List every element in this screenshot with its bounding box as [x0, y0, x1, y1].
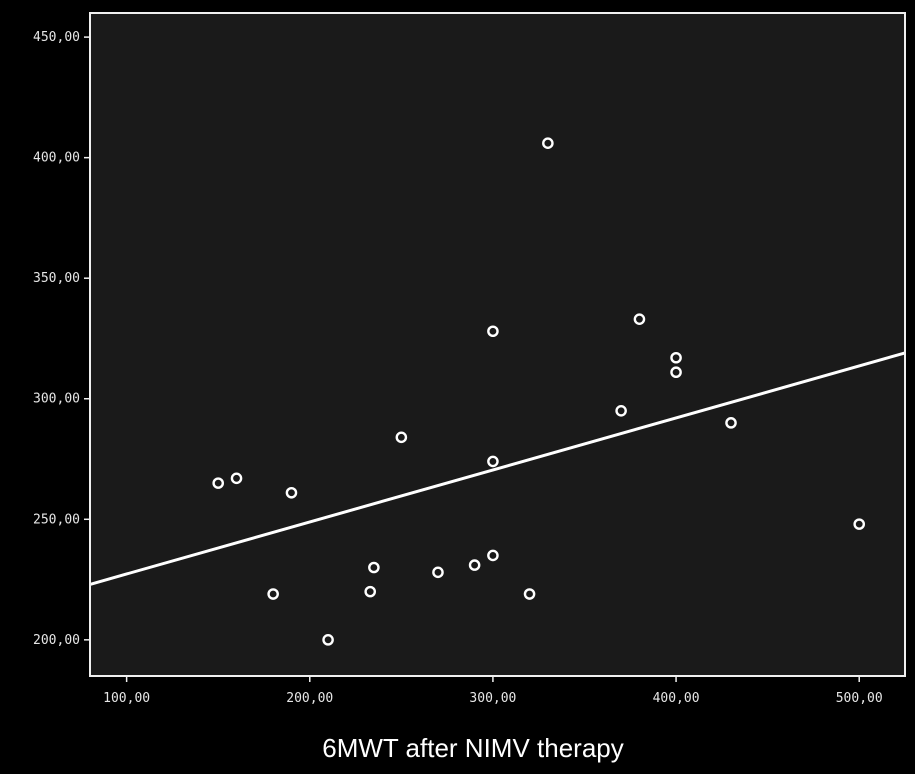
- data-point: [322, 634, 334, 646]
- x-tick-label: 200,00: [286, 691, 333, 706]
- data-point: [487, 549, 499, 562]
- x-tick-label: 500,00: [836, 691, 883, 706]
- data-point: [468, 559, 481, 571]
- y-tick-label: 350,00: [33, 271, 80, 286]
- x-axis-label: 6MWT after NIMV therapy: [322, 733, 624, 763]
- data-point: [285, 486, 298, 499]
- data-point: [364, 585, 377, 598]
- y-tick-label: 450,00: [33, 30, 80, 45]
- data-point: [615, 404, 627, 417]
- x-tick-label: 100,00: [103, 691, 150, 706]
- data-point: [230, 472, 243, 485]
- x-tick-label: 300,00: [469, 691, 516, 706]
- data-point: [670, 351, 682, 364]
- data-point: [633, 313, 646, 325]
- x-tick-label: 400,00: [653, 691, 700, 706]
- data-point: [368, 561, 380, 574]
- y-tick-label: 250,00: [33, 512, 80, 527]
- data-point: [725, 417, 737, 429]
- data-point: [487, 455, 499, 468]
- regression-line: [89, 351, 906, 586]
- plot-frame: [89, 12, 906, 677]
- data-point: [853, 518, 866, 530]
- data-point: [395, 431, 408, 444]
- data-point: [267, 588, 279, 600]
- data-point: [212, 477, 225, 489]
- data-point: [432, 566, 444, 579]
- y-tick-label: 300,00: [33, 392, 80, 407]
- plot-area: [90, 13, 905, 676]
- data-point: [487, 325, 499, 338]
- data-point: [523, 588, 536, 600]
- data-point: [542, 137, 554, 149]
- y-tick-label: 400,00: [33, 151, 80, 166]
- y-tick-label: 200,00: [33, 633, 80, 648]
- data-point: [670, 366, 682, 379]
